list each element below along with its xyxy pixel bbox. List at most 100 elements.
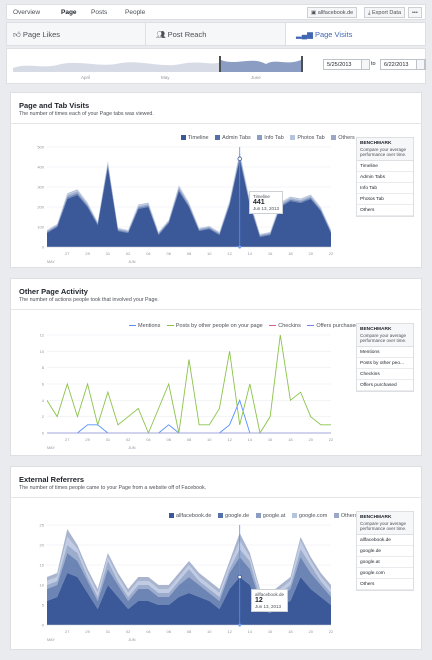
benchmark-item[interactable]: Timeline bbox=[357, 161, 413, 172]
nav-posts[interactable]: Posts bbox=[91, 9, 108, 16]
tab-page-visits[interactable]: ▂▄▆ Page Visits bbox=[286, 23, 425, 45]
x-tick-label: 29 bbox=[85, 629, 90, 634]
x-tick-label: 04 bbox=[146, 251, 151, 256]
benchmark-panel: BENCHMARK Compare your average performanc… bbox=[356, 137, 414, 217]
legend-item[interactable]: allfacebook.de bbox=[169, 513, 211, 519]
calendar-icon[interactable] bbox=[416, 59, 425, 70]
panel-external-referrers: External Referrers The number of times p… bbox=[10, 466, 422, 650]
range-handle-right[interactable] bbox=[301, 56, 303, 72]
area-series-others[interactable] bbox=[47, 529, 331, 597]
legend-item[interactable]: Checkins bbox=[269, 323, 301, 329]
x-tick-label: 27 bbox=[65, 251, 70, 256]
legend-item[interactable]: Others bbox=[333, 513, 357, 519]
line-series-posts-by-other-people-on-your-page[interactable] bbox=[46, 334, 331, 435]
nav-page[interactable]: Page bbox=[61, 9, 77, 16]
x-tick-label: 10 bbox=[207, 251, 212, 256]
tooltip-label: allfacebook.de bbox=[255, 592, 285, 597]
y-tick-label: 10 bbox=[40, 349, 45, 354]
tooltip-label: Timeline bbox=[253, 194, 270, 199]
x-tick-label: 14 bbox=[248, 437, 253, 442]
date-range-selector: April May June 5/25/2013 to 6/22/2013 bbox=[6, 48, 426, 84]
benchmark-desc: Compare your average performance over ti… bbox=[360, 521, 407, 531]
legend-item[interactable]: google.de bbox=[218, 513, 249, 519]
end-date-field[interactable]: 6/22/2013 bbox=[380, 59, 426, 70]
x-month-label: JUN bbox=[128, 446, 136, 450]
tab-post-reach[interactable]: 👥︎ Post Reach bbox=[146, 23, 285, 45]
benchmark-item[interactable]: allfacebook.de bbox=[357, 535, 413, 546]
page-selector-label: allfacebook.de bbox=[317, 10, 354, 16]
x-tick-label: 06 bbox=[166, 251, 171, 256]
panel-title: Page and Tab Visits bbox=[19, 101, 90, 110]
benchmark-desc: Compare your average performance over ti… bbox=[360, 333, 407, 343]
benchmark-item[interactable]: Posts by other peo... bbox=[357, 358, 413, 369]
legend-item[interactable]: Posts by other people on your page bbox=[166, 323, 263, 329]
legend-item[interactable]: Timeline bbox=[181, 135, 209, 141]
tooltip-value: 441 bbox=[253, 199, 265, 206]
benchmark-title: BENCHMARK bbox=[360, 141, 392, 146]
legend-item[interactable]: Admin Tabs bbox=[215, 135, 251, 141]
panel-subtitle: The number of times each of your Page ta… bbox=[19, 111, 154, 117]
legend-item[interactable]: Photos Tab bbox=[290, 135, 325, 141]
x-tick-label: 22 bbox=[329, 437, 334, 442]
x-tick-label: 27 bbox=[65, 437, 70, 442]
benchmark-item[interactable]: Others bbox=[357, 205, 413, 216]
legend-item[interactable]: google.at bbox=[255, 513, 285, 519]
legend-item[interactable]: Others bbox=[331, 135, 355, 141]
legend-item[interactable]: Offers purchased bbox=[307, 323, 358, 329]
y-tick-label: 100 bbox=[37, 225, 44, 230]
benchmark-item[interactable]: google.at bbox=[357, 557, 413, 568]
x-tick-label: 22 bbox=[329, 629, 334, 634]
area-series-allfacebook-de[interactable] bbox=[47, 573, 331, 625]
x-tick-label: 31 bbox=[106, 437, 111, 442]
benchmark-item[interactable]: Photos Tab bbox=[357, 194, 413, 205]
y-tick-label: 0 bbox=[42, 245, 45, 250]
benchmark-item[interactable]: Offers purchased bbox=[357, 380, 413, 391]
download-icon: ⤓ bbox=[368, 10, 372, 16]
legend-item[interactable]: google.com bbox=[291, 513, 327, 519]
tooltip-date: Jun 13, 2013 bbox=[253, 206, 280, 211]
area-series-google-at[interactable] bbox=[47, 545, 331, 605]
x-month-label: MAY bbox=[47, 260, 55, 264]
range-minichart[interactable]: April May June bbox=[11, 50, 311, 84]
export-data-label: Export Data bbox=[371, 10, 402, 16]
y-tick-label: 0 bbox=[42, 623, 45, 628]
benchmark-item[interactable]: google.de bbox=[357, 546, 413, 557]
x-tick-label: 20 bbox=[308, 251, 313, 256]
range-handle-left[interactable] bbox=[219, 56, 221, 72]
legend-item[interactable]: Info Tab bbox=[257, 135, 284, 141]
benchmark-item[interactable]: Info Tab bbox=[357, 183, 413, 194]
area-series-timeline[interactable] bbox=[47, 158, 331, 247]
benchmark-item[interactable]: google.com bbox=[357, 568, 413, 579]
more-options-button[interactable]: ••• bbox=[408, 7, 422, 18]
tab-page-likes[interactable]: 👍︎ Page Likes bbox=[7, 23, 145, 45]
benchmark-title: BENCHMARK bbox=[360, 515, 392, 520]
export-data-button[interactable]: ⤓ Export Data bbox=[364, 7, 406, 18]
legend-item[interactable]: Mentions bbox=[129, 323, 160, 329]
referrers-chart[interactable]: 0 5 10 15 20 25 27 29 31 02 04 06 08 10 12 14 16 18 20 22 MA… bbox=[31, 521, 337, 647]
nav-overview[interactable]: Overview bbox=[13, 9, 41, 16]
tab-label: Page Visits bbox=[314, 30, 353, 39]
benchmark-item[interactable]: Checkins bbox=[357, 369, 413, 380]
calendar-icon[interactable] bbox=[361, 59, 370, 70]
y-tick-label: 12 bbox=[40, 333, 45, 338]
y-tick-label: 400 bbox=[37, 165, 44, 170]
x-month-label: JUN bbox=[128, 638, 136, 642]
page-selector-button[interactable]: ▣ allfacebook.de bbox=[307, 7, 358, 18]
area-series-google-de[interactable] bbox=[47, 553, 331, 613]
hover-point bbox=[237, 156, 242, 161]
x-month-label: JUN bbox=[128, 260, 136, 264]
nav-people[interactable]: People bbox=[125, 9, 146, 16]
x-tick-label: 10 bbox=[207, 437, 212, 442]
benchmark-item[interactable]: Admin Tabs bbox=[357, 172, 413, 183]
benchmark-item[interactable]: Others bbox=[357, 579, 413, 590]
panel-subtitle: The number of times people came to your … bbox=[19, 485, 207, 491]
benchmark-item[interactable]: Mentions bbox=[357, 347, 413, 358]
y-tick-label: 15 bbox=[40, 563, 45, 568]
x-tick-label: 31 bbox=[106, 629, 111, 634]
chart-tooltip: Timeline 441 Jun 13, 2013 bbox=[249, 191, 284, 214]
y-tick-label: 4 bbox=[42, 398, 45, 403]
benchmark-panel: BENCHMARK Compare your average performanc… bbox=[356, 323, 414, 392]
x-tick-label: 16 bbox=[268, 437, 273, 442]
visits-chart[interactable]: 0 100 200 300 400 500 27 29 31 02 04 06 08 10 12 14 16 18… bbox=[31, 143, 337, 269]
